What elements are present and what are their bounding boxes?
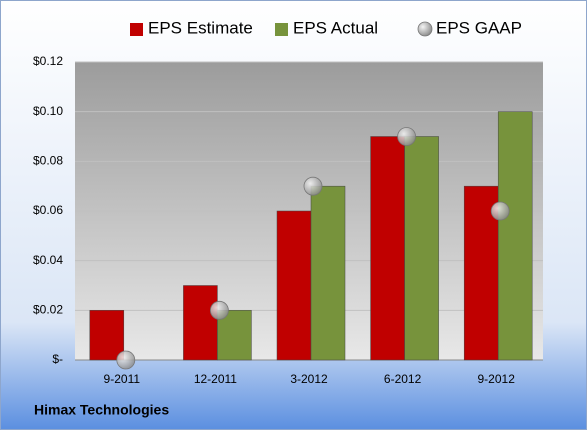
gaap-point bbox=[209, 300, 229, 320]
x-tick-label: 6-2012 bbox=[384, 372, 422, 386]
x-tick-label: 12-2011 bbox=[194, 372, 237, 386]
bar bbox=[183, 285, 218, 361]
gaap-point bbox=[490, 201, 510, 221]
y-tick-label: $0.06 bbox=[33, 203, 63, 217]
y-tick-label: $0.10 bbox=[33, 104, 63, 118]
y-tick-label: $0.08 bbox=[33, 154, 63, 168]
y-tick-label: $0.02 bbox=[33, 303, 63, 317]
bar bbox=[276, 210, 312, 361]
y-tick-label: $0.12 bbox=[33, 54, 63, 68]
bar bbox=[404, 136, 439, 361]
legend-label: EPS Actual bbox=[293, 18, 378, 37]
gaap-point bbox=[116, 350, 136, 370]
gaap-point bbox=[397, 127, 417, 146]
legend-label: EPS Estimate bbox=[148, 18, 253, 37]
bar bbox=[370, 136, 405, 361]
legend-label: EPS GAAP bbox=[436, 18, 522, 37]
x-tick-label: 3-2012 bbox=[290, 372, 328, 386]
legend-marker bbox=[130, 23, 143, 36]
footer: Himax Technologies bbox=[34, 402, 169, 418]
gaap-point bbox=[303, 176, 323, 196]
x-tick-label: 9-2012 bbox=[478, 372, 516, 386]
legend-marker bbox=[275, 23, 288, 36]
bar bbox=[310, 185, 346, 361]
legend-marker bbox=[417, 21, 433, 37]
bar bbox=[497, 111, 533, 361]
bar bbox=[89, 310, 125, 361]
x-tick-label: 9-2011 bbox=[104, 372, 141, 386]
y-tick-label: $- bbox=[52, 352, 63, 366]
y-tick-label: $0.04 bbox=[33, 253, 63, 267]
